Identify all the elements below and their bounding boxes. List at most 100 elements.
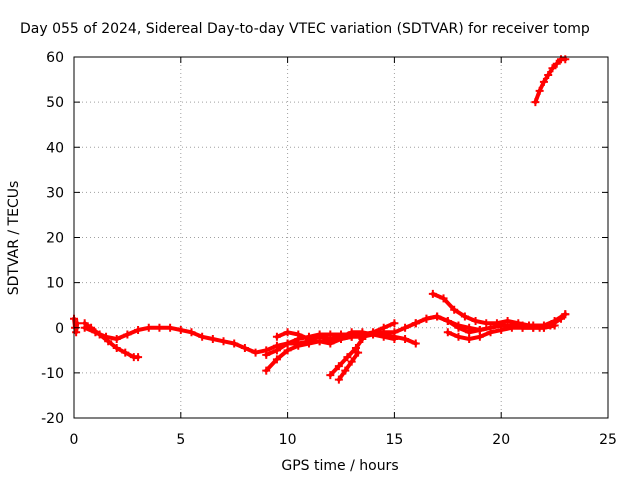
data-point bbox=[544, 71, 553, 80]
data-point bbox=[354, 348, 363, 357]
data-point bbox=[123, 330, 132, 339]
data-point bbox=[341, 366, 350, 375]
data-point bbox=[347, 328, 356, 337]
data-point bbox=[351, 344, 360, 353]
data-point bbox=[465, 335, 474, 344]
y-axis-label: SDTVAR / TECUs bbox=[6, 181, 22, 296]
data-point bbox=[80, 323, 89, 332]
series-line bbox=[336, 350, 361, 382]
data-point bbox=[134, 353, 143, 362]
data-point bbox=[272, 346, 281, 355]
data-point bbox=[304, 335, 313, 344]
data-point bbox=[475, 332, 484, 341]
x-axis-label: GPS time / hours bbox=[281, 458, 398, 474]
data-point bbox=[283, 328, 292, 337]
x-tick-label: 20 bbox=[492, 432, 510, 448]
data-point bbox=[561, 310, 570, 319]
data-point bbox=[73, 319, 82, 328]
y-tick-label: 30 bbox=[46, 185, 64, 201]
data-point bbox=[134, 326, 143, 335]
data-point bbox=[102, 332, 111, 341]
data-point bbox=[401, 335, 410, 344]
data-point bbox=[482, 319, 491, 328]
data-point bbox=[358, 328, 367, 337]
data-point bbox=[443, 328, 452, 337]
data-point bbox=[379, 332, 388, 341]
data-point bbox=[343, 353, 352, 362]
data-point bbox=[454, 332, 463, 341]
y-tick-label: 20 bbox=[46, 231, 64, 247]
axis-ticks: 0 5 10 15 20 25 -20 -10 0 10 20 30 40 50 60 bbox=[41, 50, 617, 448]
data-point bbox=[450, 305, 459, 314]
data-point bbox=[121, 348, 130, 357]
data-point bbox=[390, 319, 399, 328]
data-point bbox=[411, 339, 420, 348]
data-series bbox=[70, 55, 570, 384]
data-point bbox=[552, 59, 561, 68]
data-point bbox=[486, 328, 495, 337]
data-point bbox=[550, 321, 559, 330]
data-point bbox=[272, 355, 281, 364]
data-point bbox=[529, 323, 538, 332]
data-point bbox=[497, 326, 506, 335]
data-point bbox=[283, 339, 292, 348]
series-line bbox=[533, 57, 568, 105]
x-tick-label: 10 bbox=[279, 432, 297, 448]
data-point bbox=[531, 98, 540, 107]
data-point bbox=[433, 312, 442, 321]
data-point bbox=[475, 326, 484, 335]
data-point bbox=[219, 337, 228, 346]
data-point bbox=[176, 326, 185, 335]
data-point bbox=[379, 323, 388, 332]
data-point bbox=[422, 314, 431, 323]
y-tick-label: -20 bbox=[41, 411, 64, 427]
data-point bbox=[334, 375, 343, 384]
data-point bbox=[439, 294, 448, 303]
x-tick-label: 25 bbox=[599, 432, 617, 448]
data-point bbox=[112, 344, 121, 353]
data-point bbox=[283, 346, 292, 355]
y-tick-label: -10 bbox=[41, 366, 64, 382]
y-tick-label: 0 bbox=[55, 321, 64, 337]
y-tick-label: 40 bbox=[46, 140, 64, 156]
chart-title: Day 055 of 2024, Sidereal Day-to-day VTE… bbox=[20, 21, 590, 37]
data-point bbox=[369, 330, 378, 339]
data-point bbox=[561, 55, 570, 64]
x-tick-label: 5 bbox=[176, 432, 185, 448]
data-point bbox=[471, 316, 480, 325]
data-point bbox=[557, 314, 566, 323]
data-point bbox=[155, 323, 164, 332]
data-point bbox=[208, 335, 217, 344]
x-tick-label: 15 bbox=[385, 432, 403, 448]
data-point bbox=[198, 332, 207, 341]
y-tick-label: 60 bbox=[46, 50, 64, 66]
data-point bbox=[166, 323, 175, 332]
data-point bbox=[539, 323, 548, 332]
data-point bbox=[294, 341, 303, 350]
data-point bbox=[518, 323, 527, 332]
data-point bbox=[251, 348, 260, 357]
data-point bbox=[334, 362, 343, 371]
data-point bbox=[240, 344, 249, 353]
data-point bbox=[358, 335, 367, 344]
data-point bbox=[507, 323, 516, 332]
data-point bbox=[443, 316, 452, 325]
data-point bbox=[535, 86, 544, 95]
data-point bbox=[347, 357, 356, 366]
data-point bbox=[390, 335, 399, 344]
data-point bbox=[72, 328, 81, 337]
data-point bbox=[454, 323, 463, 332]
data-point bbox=[548, 64, 557, 73]
data-point bbox=[91, 328, 100, 337]
data-point bbox=[465, 328, 474, 337]
data-point bbox=[428, 289, 437, 298]
data-point bbox=[262, 366, 271, 375]
data-point bbox=[411, 319, 420, 328]
data-point bbox=[144, 323, 153, 332]
data-point bbox=[326, 335, 335, 344]
data-point bbox=[187, 328, 196, 337]
data-point bbox=[272, 332, 281, 341]
data-point bbox=[460, 312, 469, 321]
data-point bbox=[315, 332, 324, 341]
